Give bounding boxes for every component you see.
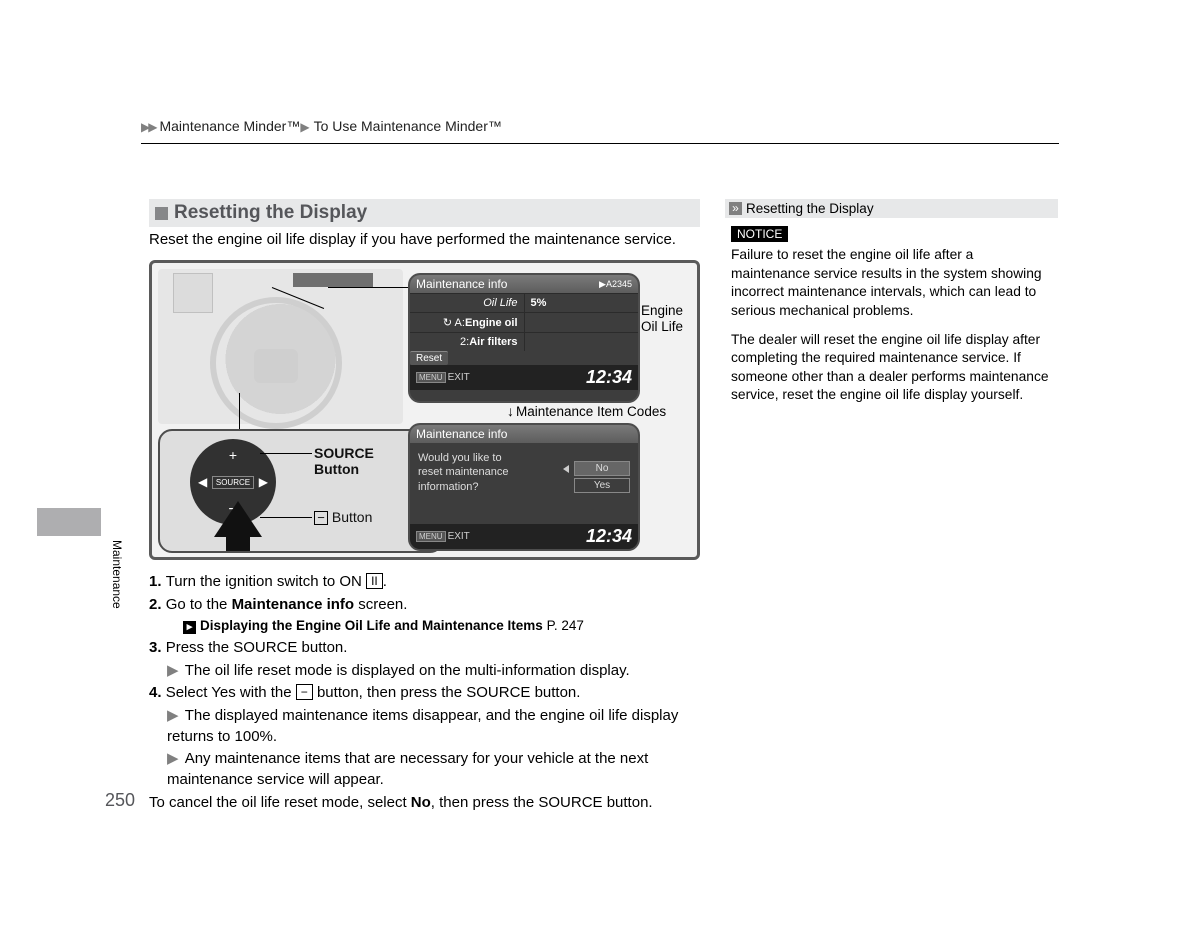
leader-line xyxy=(239,393,240,433)
breadcrumb: ▶▶ Maintenance Minder™▶ To Use Maintenance… xyxy=(141,118,1059,144)
step-3-sub: ▶ The oil life reset mode is displayed o… xyxy=(149,661,700,682)
breadcrumb-l1: Maintenance Minder™ xyxy=(159,118,300,134)
instructions-list: 1. Turn the ignition switch to ON II. 2.… xyxy=(149,572,700,816)
screen-title-bar: Maintenance info ▶A2345 xyxy=(410,275,638,293)
section-square-icon xyxy=(155,207,168,220)
screen-row-item-2: 2:Air filters xyxy=(410,332,638,351)
source-button-callout: SOURCE Button xyxy=(314,445,374,477)
callout-engine-oil-life: EngineOil Life xyxy=(641,303,691,334)
step-3: 3. Press the SOURCE button. xyxy=(149,638,700,659)
screen-row-item-a: ↻ A:Engine oil xyxy=(410,312,638,332)
sidebar-title: Resetting the Display xyxy=(746,201,874,216)
dashboard-illustration xyxy=(158,269,403,424)
leader-line xyxy=(328,287,412,288)
label: Oil Life xyxy=(410,294,525,312)
dashboard-graphic: + − ◀ ▶ SOURCE SOURCE Button − Button Ma… xyxy=(149,260,700,560)
menu-exit: MENUEXIT xyxy=(416,372,470,383)
reset-button-label: Reset xyxy=(410,351,448,365)
option-no: No xyxy=(574,461,630,476)
section-header: Resetting the Display xyxy=(149,199,700,227)
notice-badge: NOTICE xyxy=(731,226,788,242)
display-screen-reset-prompt: Maintenance info Would you like to reset… xyxy=(408,423,640,551)
wheel-controls-panel: + − ◀ ▶ SOURCE SOURCE Button − Button xyxy=(158,429,444,553)
clock: 12:34 xyxy=(586,367,632,388)
plus-icon: + xyxy=(229,447,237,463)
screen-title: Maintenance info xyxy=(416,277,507,291)
intro-text: Reset the engine oil life display if you… xyxy=(149,231,700,248)
value xyxy=(525,333,639,351)
text: Button xyxy=(314,461,359,477)
chapter-tab xyxy=(37,508,101,536)
up-arrow-icon xyxy=(214,501,262,537)
step-4: 4. Select Yes with the − button, then pr… xyxy=(149,683,700,704)
step-4-sub-2: ▶ Any maintenance items that are necessa… xyxy=(149,749,700,790)
screen-title-bar: Maintenance info xyxy=(410,425,638,443)
label: ↻ A:Engine oil xyxy=(410,313,525,332)
callout-maintenance-item-codes: ↓Maintenance Item Codes xyxy=(507,403,697,420)
option-yes: Yes xyxy=(574,478,630,493)
triangle-bullet-icon: ▶ xyxy=(167,707,183,724)
value xyxy=(525,313,639,332)
breadcrumb-arrow-icon: ▶ xyxy=(300,120,309,134)
leader-line xyxy=(260,453,312,454)
wheel-hub-icon xyxy=(254,349,298,383)
maintenance-code: ▶A2345 xyxy=(599,279,632,290)
screen-row-oil-life: Oil Life 5% xyxy=(410,293,638,312)
page-number: 250 xyxy=(105,790,135,811)
step-4-sub-1: ▶ The displayed maintenance items disapp… xyxy=(149,706,700,747)
value: 5% xyxy=(525,294,639,312)
cross-reference: ▸Displaying the Engine Oil Life and Main… xyxy=(149,617,700,636)
right-icon: ▶ xyxy=(259,475,268,489)
screen-highlight-icon xyxy=(293,273,373,287)
display-screen-maintenance-info: Maintenance info ▶A2345 Oil Life 5% ↻ A:… xyxy=(408,273,640,403)
console-icon xyxy=(173,273,213,313)
minus-box-icon: − xyxy=(296,684,313,700)
sidebar-header: » Resetting the Display xyxy=(725,199,1058,218)
yes-no-options: No Yes xyxy=(574,459,630,495)
menu-exit: MENUEXIT xyxy=(416,531,470,542)
step-2: 2. Go to the Maintenance info screen. xyxy=(149,595,700,616)
minus-box-icon: − xyxy=(314,511,328,525)
section-title: Resetting the Display xyxy=(174,202,367,224)
text: Button xyxy=(332,509,372,525)
screen-bottom-bar: MENUEXIT 12:34 xyxy=(410,365,638,390)
chapter-label: Maintenance xyxy=(110,540,124,609)
cancel-note: To cancel the oil life reset mode, selec… xyxy=(149,793,700,814)
screen-title: Maintenance info xyxy=(416,427,507,441)
breadcrumb-l2: To Use Maintenance Minder™ xyxy=(314,118,502,134)
sidebar-notes: » Resetting the Display NOTICE Failure to… xyxy=(725,199,1058,415)
sidebar-mark-icon: » xyxy=(729,202,742,215)
ignition-on-icon: II xyxy=(366,573,383,589)
triangle-bullet-icon: ▶ xyxy=(167,662,183,679)
breadcrumb-arrow-icon: ▶▶ xyxy=(141,120,155,134)
source-button-label: SOURCE xyxy=(212,476,254,489)
left-icon: ◀ xyxy=(198,475,207,489)
label: 2:Air filters xyxy=(410,333,525,351)
down-arrow-icon: ↓ xyxy=(507,403,514,419)
notice-paragraph-2: The dealer will reset the engine oil lif… xyxy=(725,331,1058,416)
minus-button-callout: − Button xyxy=(314,509,372,525)
up-arrow-stem-icon xyxy=(226,535,250,551)
clock: 12:34 xyxy=(586,526,632,547)
notice-paragraph-1: Failure to reset the engine oil life aft… xyxy=(725,246,1058,331)
leader-line xyxy=(260,517,312,518)
triangle-bullet-icon: ▶ xyxy=(167,750,183,767)
text: SOURCE xyxy=(314,445,374,461)
screen-bottom-bar: MENUEXIT 12:34 xyxy=(410,524,638,549)
step-1: 1. Turn the ignition switch to ON II. xyxy=(149,572,700,593)
reference-mark-icon: ▸ xyxy=(183,621,196,634)
